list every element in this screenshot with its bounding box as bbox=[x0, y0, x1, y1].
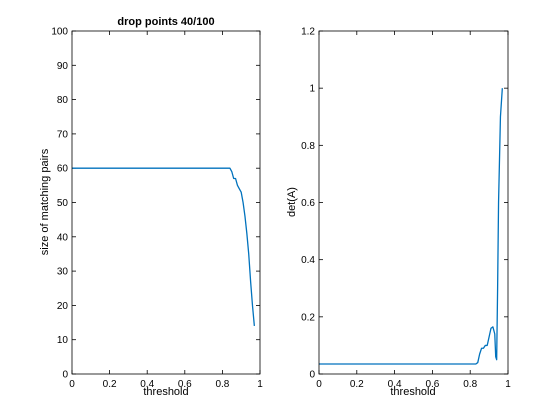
y-tick-label: 10 bbox=[57, 335, 69, 346]
y-tick-label: 0.4 bbox=[301, 255, 315, 266]
y-tick-label: 60 bbox=[57, 164, 69, 175]
x-tick-label: 1 bbox=[505, 379, 511, 390]
x-tick-label: 0.8 bbox=[463, 379, 477, 390]
y-tick-label: 0.6 bbox=[301, 198, 315, 209]
y-tick-label: 0 bbox=[62, 370, 68, 381]
x-tick-label: 0 bbox=[316, 379, 322, 390]
det-a-line bbox=[319, 88, 503, 365]
chart-title: drop points 40/100 bbox=[117, 16, 214, 28]
y-tick-label: 80 bbox=[57, 95, 69, 106]
x-tick-label: 0.8 bbox=[215, 379, 229, 390]
y-tick-label: 90 bbox=[57, 61, 69, 72]
y-tick-label: 70 bbox=[57, 129, 69, 140]
y-tick-label: 40 bbox=[57, 232, 69, 243]
tick-group: 0 0.2 0.4 0.6 0.8 1 0 0.2 0.4 0.6 0.8 1 1.2 bbox=[301, 27, 511, 391]
x-tick-label: 0.4 bbox=[388, 379, 402, 390]
x-tick-label: 0 bbox=[69, 379, 75, 390]
y-axis-label: det(A) bbox=[286, 187, 298, 217]
y-tick-label: 1 bbox=[309, 84, 315, 95]
x-tick-label: 0.6 bbox=[178, 379, 192, 390]
det-a-chart: 0 0.2 0.4 0.6 0.8 1 0 0.2 0.4 0.6 0.8 1 1.2 threshol… bbox=[286, 27, 511, 399]
y-tick-label: 0.8 bbox=[301, 141, 315, 152]
y-tick-label: 0.2 bbox=[301, 312, 315, 323]
plot-frame bbox=[318, 30, 509, 375]
x-tick-label: 0.4 bbox=[140, 379, 154, 390]
y-tick-label: 30 bbox=[57, 267, 69, 278]
x-axis-label: threshold bbox=[390, 386, 435, 398]
y-tick-label: 1.2 bbox=[301, 27, 315, 38]
y-tick-label: 100 bbox=[51, 27, 68, 38]
y-tick-label: 50 bbox=[57, 198, 69, 209]
x-tick-label: 0.6 bbox=[425, 379, 439, 390]
matching-pairs-chart: drop points 40/100 0 0.2 0.4 0.6 0.8 10102030… bbox=[39, 16, 263, 398]
x-tick-label: 1 bbox=[257, 379, 263, 390]
x-tick-label: 0.2 bbox=[103, 379, 117, 390]
y-tick-label: 20 bbox=[57, 301, 69, 312]
x-tick-label: 0.2 bbox=[350, 379, 364, 390]
matching-pairs-line bbox=[72, 167, 256, 327]
y-tick-label: 0 bbox=[309, 370, 315, 381]
plot-frame bbox=[71, 30, 261, 375]
x-axis-label: threshold bbox=[143, 386, 188, 398]
y-axis-label: size of matching pairs bbox=[39, 148, 51, 255]
